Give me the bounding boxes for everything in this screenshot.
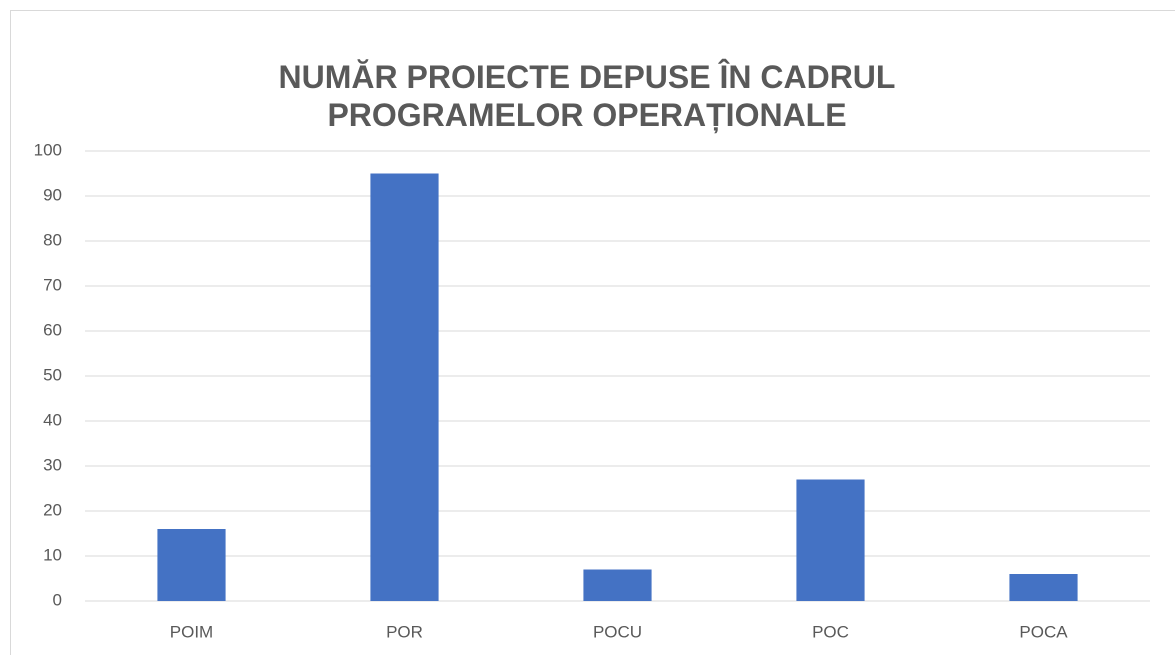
bar [1009, 574, 1078, 601]
y-tick-label: 10 [43, 545, 62, 564]
y-tick-label: 60 [43, 320, 62, 339]
x-tick-label: POCA [1019, 622, 1068, 641]
y-tick-label: 90 [43, 185, 62, 204]
y-tick-label: 0 [53, 590, 62, 609]
bar [796, 479, 865, 601]
x-tick-label: POC [812, 622, 849, 641]
y-tick-label: 80 [43, 230, 62, 249]
x-tick-label: POCU [593, 622, 642, 641]
y-tick-label: 100 [34, 140, 62, 159]
y-tick-label: 20 [43, 500, 62, 519]
chart-title: NUMĂR PROIECTE DEPUSE ÎN CADRUL PROGRAME… [278, 59, 896, 133]
y-tick-label: 70 [43, 275, 62, 294]
bar [583, 569, 652, 601]
chart-frame [10, 10, 1175, 655]
y-tick-label: 50 [43, 365, 62, 384]
bar [370, 173, 439, 601]
x-tick-label: POR [386, 622, 423, 641]
y-tick-label: 30 [43, 455, 62, 474]
x-tick-label: POIM [170, 622, 213, 641]
y-tick-label: 40 [43, 410, 62, 429]
bar [157, 529, 226, 601]
